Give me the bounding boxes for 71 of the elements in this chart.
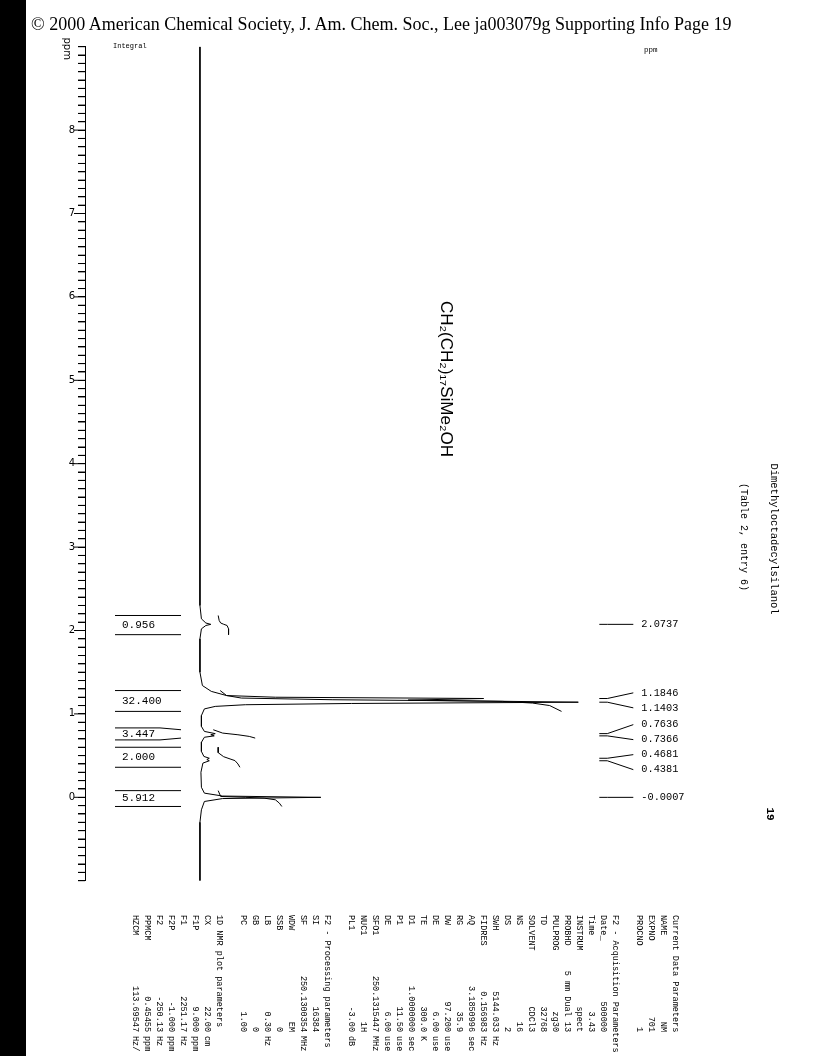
text: FIDRES 0.156983 Hz: [478, 915, 488, 1047]
y-tick-label: 2: [68, 624, 75, 636]
text: P1 11.50 use: [394, 915, 404, 1052]
text: F2 - Processing parameters: [321, 915, 333, 1050]
text: D1 1.0000000 sec: [406, 915, 416, 1052]
text: DW 97.200 use: [442, 915, 452, 1052]
text: NAME NM: [658, 915, 668, 1032]
annotation: 32.400: [122, 694, 162, 707]
y-tick-label: 8: [68, 123, 75, 135]
text: SFO1 250.1315447 MHz: [370, 915, 380, 1052]
text: AQ 3.1850996 sec: [466, 915, 476, 1052]
text: WDW EM: [286, 915, 296, 1032]
y-tick-label: 3: [68, 540, 75, 552]
text: Date_ 500000: [598, 915, 608, 1032]
text: PL1 -3.00 dB: [346, 915, 356, 1047]
y-tick-label: 1: [68, 707, 75, 719]
annotation: 0.956: [122, 618, 156, 631]
annotation: CH₂(CH₂)₁₇SiMe₂OH: [436, 299, 457, 459]
text: -0.0007: [641, 791, 685, 804]
text: © 2000 American Chemical Society, J. Am. Chem. Soc., Lee ja003079g Supporting Info Page 19: [31, 14, 732, 34]
text: DE 6.00 use: [382, 915, 392, 1052]
y-tick-label: 7: [68, 207, 75, 219]
text: 2.0737: [641, 618, 679, 631]
text: F2 - Acquisition Parameters: [609, 915, 621, 1055]
text: Current Data Parameters: [669, 915, 681, 1035]
text: NUC1 1H: [358, 915, 368, 1032]
text: 1.1846: [641, 686, 679, 699]
annotation: 3.447: [122, 727, 156, 740]
text: NS 16: [514, 915, 524, 1032]
text: CX 22.00 cm: [202, 915, 212, 1047]
text: PROBHD 5 mm Dual 13: [562, 915, 572, 1032]
text: Time 3.43: [586, 915, 596, 1032]
text: 19: [763, 806, 777, 823]
text: 0.4681: [641, 748, 679, 761]
text: 0.7636: [641, 718, 679, 731]
text: PPMCM 0.45455 ppm: [142, 915, 152, 1052]
text: SWH 5144.033 Hz: [490, 915, 500, 1047]
text: 0.7366: [641, 733, 679, 746]
text: TE 300.0 K: [418, 915, 428, 1042]
text: F2 -250.13 Hz: [154, 915, 164, 1047]
text: HZCM 113.69547 Hz/: [130, 915, 140, 1052]
text: LB 0.30 Hz: [262, 915, 272, 1047]
text: SF 250.1300354 MHz: [298, 915, 308, 1052]
text: GB 0: [250, 915, 260, 1032]
text: F1 2251.17 Hz: [178, 915, 188, 1047]
text: DS 2: [502, 915, 512, 1032]
y-tick-label: 6: [68, 290, 75, 302]
text: TD 32768: [538, 915, 548, 1032]
text: EXPNO 701: [646, 915, 656, 1032]
text: DE 6.00 use: [430, 915, 440, 1052]
text: F2P -1.000 ppm: [166, 915, 176, 1052]
text: PROCNO 1: [634, 915, 644, 1032]
annotation: 5.912: [122, 792, 156, 805]
y-tick-label: 0: [68, 790, 75, 802]
y-tick-label: 4: [68, 457, 75, 469]
text: SOLVENT CDCl3: [526, 915, 536, 1032]
text: INSTRUM spect: [574, 915, 584, 1032]
text: Dimethyloctadecylsilanol: [767, 462, 781, 617]
text: 0.4381: [641, 763, 679, 776]
y-tick-label: 5: [68, 373, 75, 385]
text: 1.1403: [641, 701, 679, 714]
y-axis-title: ppm: [62, 37, 74, 60]
annotation: 2.000: [122, 751, 156, 764]
text: 1D NMR plot parameters: [213, 915, 225, 1030]
text: SSB 0: [274, 915, 284, 1032]
text: (Table 2, entry 6): [737, 482, 750, 593]
text: F1P 9.000 ppm: [190, 915, 200, 1052]
text: PC 1.00: [238, 915, 248, 1032]
text: SI 16384: [310, 915, 320, 1032]
text: RG 35.9: [454, 915, 464, 1032]
text: PULPROG zg30: [550, 915, 560, 1032]
